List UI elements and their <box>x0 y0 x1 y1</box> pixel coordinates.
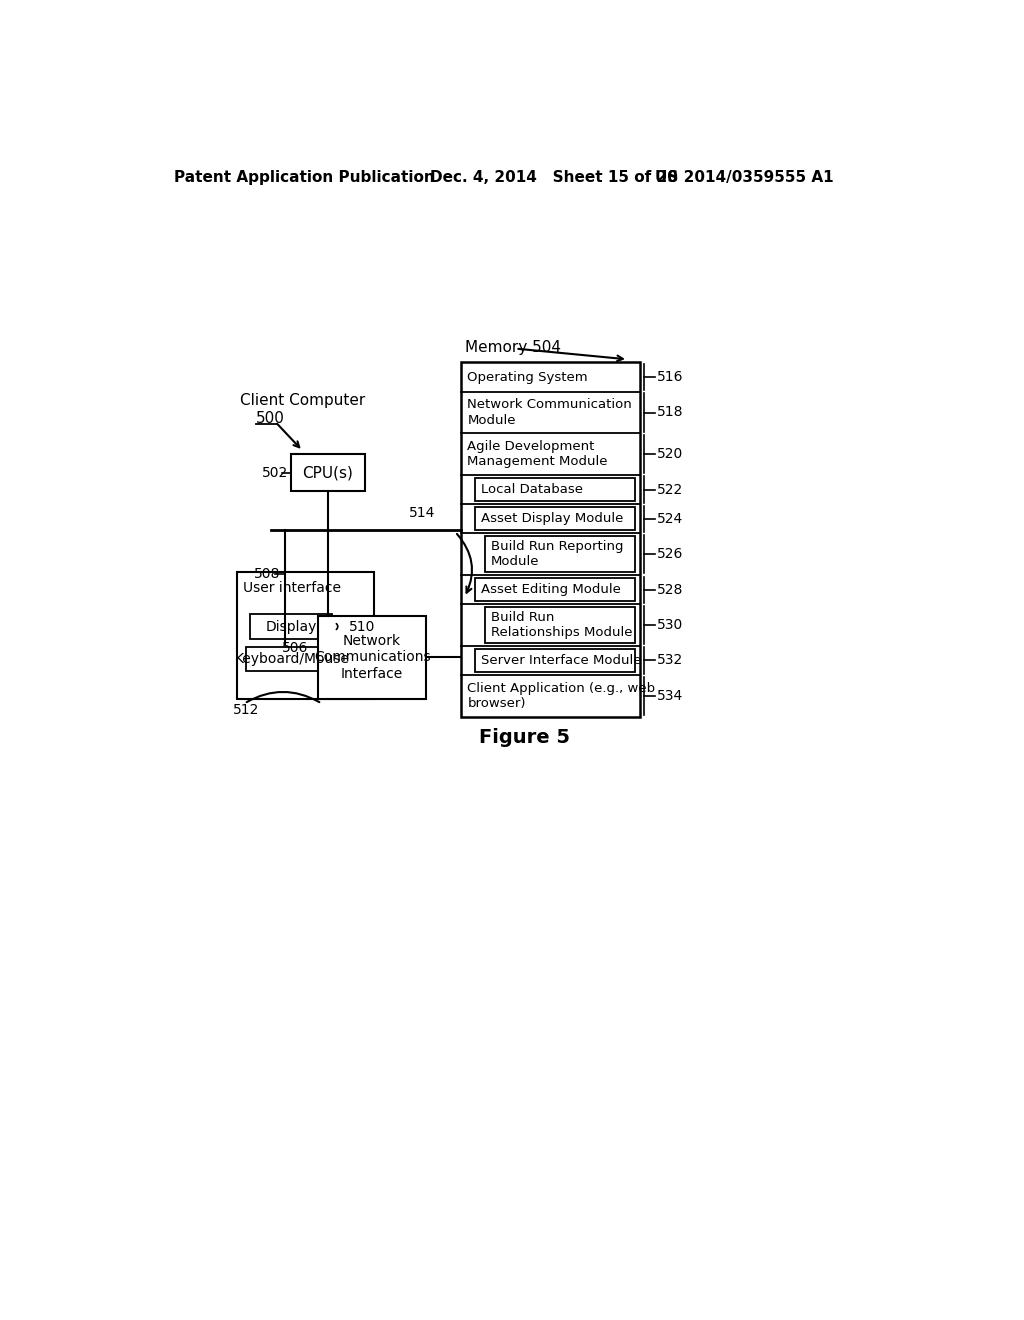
Bar <box>475 578 635 601</box>
Text: 518: 518 <box>657 405 684 420</box>
Text: 528: 528 <box>657 582 684 597</box>
Text: 510: 510 <box>349 619 375 634</box>
Text: Server Interface Module: Server Interface Module <box>481 653 642 667</box>
Bar <box>317 615 426 700</box>
Text: Asset Display Module: Asset Display Module <box>481 512 624 525</box>
Text: Local Database: Local Database <box>481 483 584 496</box>
Text: 526: 526 <box>657 548 684 561</box>
Text: Client Application (e.g., web
browser): Client Application (e.g., web browser) <box>467 682 655 710</box>
Text: 534: 534 <box>657 689 684 702</box>
Bar <box>237 572 375 700</box>
Bar <box>484 607 635 643</box>
Text: Memory 504: Memory 504 <box>465 339 561 355</box>
Text: 500: 500 <box>256 411 285 426</box>
Text: 508: 508 <box>254 568 281 581</box>
Bar <box>246 647 339 671</box>
Text: Asset Editing Module: Asset Editing Module <box>481 583 622 597</box>
Text: Figure 5: Figure 5 <box>479 727 570 747</box>
Text: User interface: User interface <box>243 581 341 595</box>
Text: 512: 512 <box>232 704 259 718</box>
Bar <box>475 649 635 672</box>
Bar <box>291 454 365 491</box>
Bar <box>475 507 635 531</box>
Text: 532: 532 <box>657 653 684 668</box>
Bar <box>251 614 332 639</box>
Text: Build Run Reporting
Module: Build Run Reporting Module <box>490 540 624 568</box>
Text: Build Run
Relationships Module: Build Run Relationships Module <box>490 611 632 639</box>
Text: US 2014/0359555 A1: US 2014/0359555 A1 <box>655 170 834 185</box>
Text: Display: Display <box>265 619 316 634</box>
Text: Dec. 4, 2014   Sheet 15 of 20: Dec. 4, 2014 Sheet 15 of 20 <box>430 170 678 185</box>
Text: Network Communication
Module: Network Communication Module <box>467 399 632 426</box>
Text: 514: 514 <box>409 507 435 520</box>
Bar <box>484 536 635 572</box>
Text: 524: 524 <box>657 512 684 525</box>
Text: Keyboard/Mouse: Keyboard/Mouse <box>234 652 350 665</box>
Bar <box>461 363 640 717</box>
Text: 502: 502 <box>262 466 288 479</box>
Text: Agile Development
Management Module: Agile Development Management Module <box>467 440 608 469</box>
Text: 516: 516 <box>657 370 684 384</box>
Text: 506: 506 <box>283 642 308 655</box>
Text: Client Computer: Client Computer <box>241 393 366 408</box>
Text: Patent Application Publication: Patent Application Publication <box>174 170 435 185</box>
Text: CPU(s): CPU(s) <box>302 465 353 480</box>
Bar <box>475 478 635 502</box>
Text: Operating System: Operating System <box>467 371 588 384</box>
Text: 530: 530 <box>657 618 684 632</box>
Text: Network
Communications
Interface: Network Communications Interface <box>313 634 430 681</box>
Text: 522: 522 <box>657 483 684 496</box>
Text: 520: 520 <box>657 447 684 461</box>
